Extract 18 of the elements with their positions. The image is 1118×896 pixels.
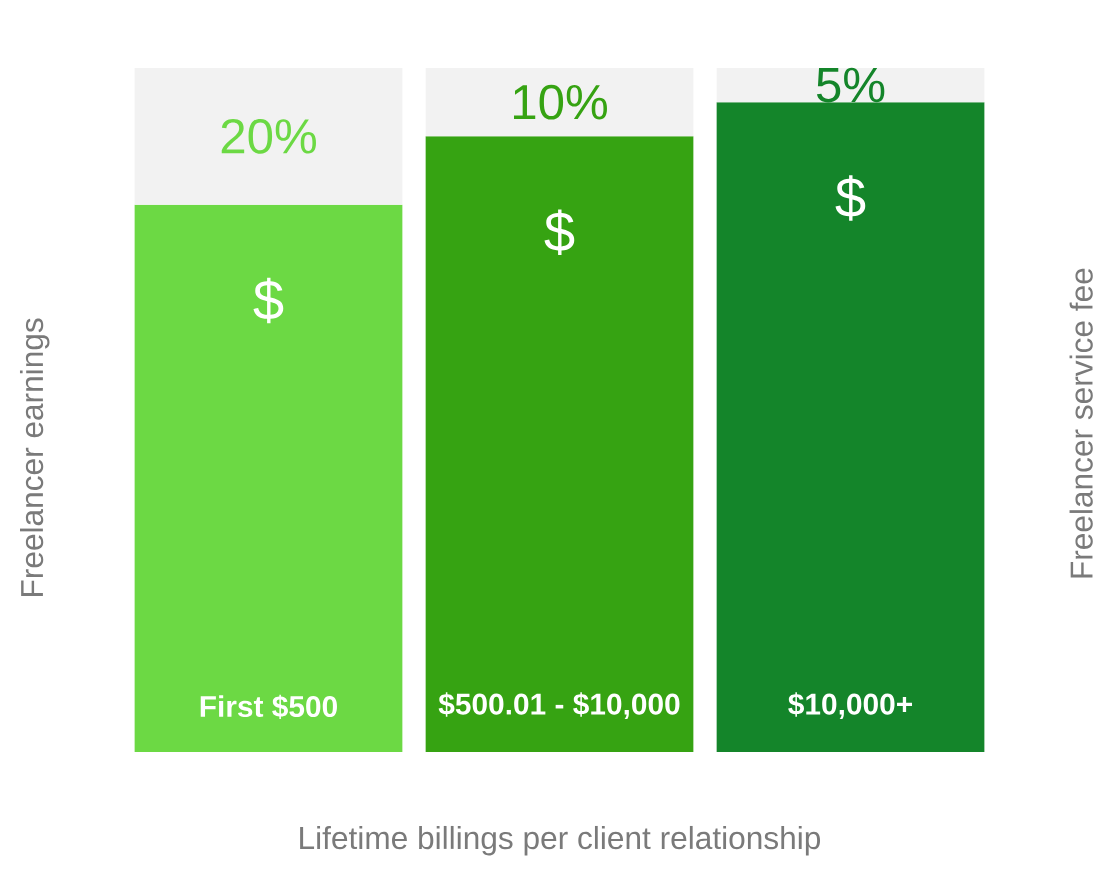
data-label: 5%	[816, 67, 885, 103]
x-tick-label: First $500	[200, 694, 337, 720]
x-tick-label: $10,000+	[788, 692, 913, 720]
bar	[425, 136, 694, 752]
data-label: $	[544, 209, 575, 255]
bar	[134, 204, 403, 752]
data-label: $	[835, 175, 866, 221]
data-label: 20%	[221, 118, 316, 154]
bar	[134, 67, 403, 205]
x-tick-label: $500.01 - $10,000	[438, 692, 680, 720]
data-label: 10%	[514, 84, 607, 120]
y2-axis-title: Freelancer service fee	[1069, 268, 1093, 578]
bar	[716, 102, 985, 752]
x-axis-title: Lifetime billings per client relationship	[300, 825, 821, 856]
bar	[425, 67, 694, 137]
y-axis-title: Freelancer earnings	[19, 318, 50, 596]
data-label: $	[253, 277, 284, 324]
bar	[716, 67, 985, 103]
